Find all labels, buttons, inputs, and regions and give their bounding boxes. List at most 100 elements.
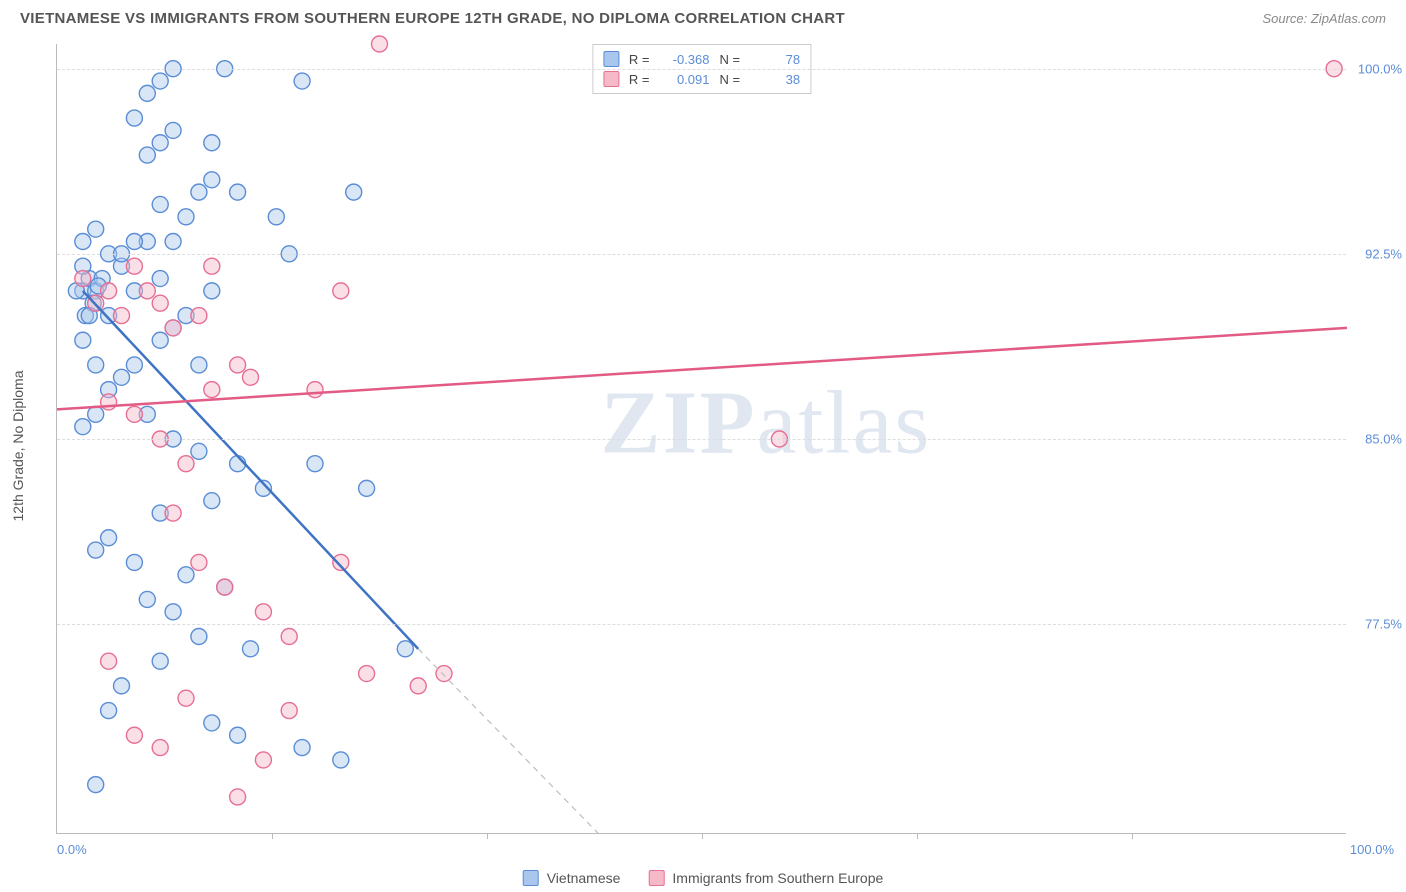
data-point-pink	[230, 789, 246, 805]
data-point-blue	[204, 283, 220, 299]
data-point-blue	[139, 591, 155, 607]
data-point-blue	[75, 419, 91, 435]
x-tick	[702, 833, 703, 839]
data-point-blue	[230, 184, 246, 200]
data-point-blue	[191, 629, 207, 645]
bottom-legend: Vietnamese Immigrants from Southern Euro…	[523, 870, 884, 886]
data-point-blue	[88, 221, 104, 237]
data-point-pink	[217, 579, 233, 595]
r-label: R =	[629, 72, 650, 87]
swatch-pink	[603, 71, 619, 87]
data-point-blue	[294, 73, 310, 89]
data-point-blue	[230, 727, 246, 743]
data-point-pink	[281, 629, 297, 645]
swatch-blue	[523, 870, 539, 886]
data-point-pink	[178, 690, 194, 706]
data-point-pink	[191, 554, 207, 570]
x-tick	[487, 833, 488, 839]
x-tick	[917, 833, 918, 839]
swatch-blue	[603, 51, 619, 67]
data-point-blue	[139, 85, 155, 101]
data-point-pink	[255, 604, 271, 620]
data-point-pink	[75, 271, 91, 287]
data-point-pink	[114, 308, 130, 324]
stats-row-blue: R = -0.368 N = 78	[603, 49, 800, 69]
data-point-pink	[178, 456, 194, 472]
data-point-blue	[165, 122, 181, 138]
y-tick-label: 85.0%	[1365, 432, 1402, 447]
data-point-blue	[126, 234, 142, 250]
gridline	[57, 439, 1346, 440]
data-point-blue	[204, 172, 220, 188]
r-value-pink: 0.091	[660, 72, 710, 87]
data-point-pink	[165, 505, 181, 521]
gridline	[57, 624, 1346, 625]
data-point-pink	[307, 382, 323, 398]
data-point-blue	[243, 641, 259, 657]
data-point-blue	[152, 653, 168, 669]
data-point-blue	[139, 147, 155, 163]
data-point-pink	[101, 653, 117, 669]
data-point-blue	[165, 234, 181, 250]
data-point-pink	[152, 295, 168, 311]
data-point-blue	[307, 456, 323, 472]
data-point-pink	[204, 258, 220, 274]
data-point-pink	[372, 36, 388, 52]
data-point-blue	[165, 604, 181, 620]
data-point-pink	[101, 283, 117, 299]
data-point-blue	[101, 530, 117, 546]
data-point-pink	[191, 308, 207, 324]
data-point-blue	[152, 332, 168, 348]
data-point-blue	[88, 357, 104, 373]
n-value-pink: 38	[750, 72, 800, 87]
r-label: R =	[629, 52, 650, 67]
legend-item-immigrants: Immigrants from Southern Europe	[648, 870, 883, 886]
data-point-pink	[255, 752, 271, 768]
data-point-blue	[359, 480, 375, 496]
data-point-blue	[126, 110, 142, 126]
data-point-blue	[191, 357, 207, 373]
data-point-blue	[294, 740, 310, 756]
data-point-pink	[126, 406, 142, 422]
data-point-pink	[281, 703, 297, 719]
data-point-pink	[165, 320, 181, 336]
n-value-blue: 78	[750, 52, 800, 67]
y-tick-label: 77.5%	[1365, 617, 1402, 632]
data-point-blue	[191, 184, 207, 200]
x-min-label: 0.0%	[57, 842, 87, 857]
legend-label-immigrants: Immigrants from Southern Europe	[672, 870, 883, 886]
chart-title: VIETNAMESE VS IMMIGRANTS FROM SOUTHERN E…	[20, 10, 845, 27]
data-point-pink	[359, 666, 375, 682]
data-point-blue	[152, 73, 168, 89]
data-point-blue	[191, 443, 207, 459]
y-axis-title: 12th Grade, No Diploma	[10, 371, 26, 522]
stats-row-pink: R = 0.091 N = 38	[603, 69, 800, 89]
x-tick	[272, 833, 273, 839]
trend-line-blue	[83, 291, 418, 649]
data-point-blue	[101, 703, 117, 719]
data-point-blue	[75, 234, 91, 250]
legend-label-vietnamese: Vietnamese	[547, 870, 621, 886]
data-point-blue	[114, 369, 130, 385]
data-point-blue	[88, 777, 104, 793]
data-point-pink	[204, 382, 220, 398]
data-point-pink	[126, 727, 142, 743]
n-label: N =	[720, 52, 741, 67]
data-point-pink	[436, 666, 452, 682]
data-point-blue	[333, 752, 349, 768]
n-label: N =	[720, 72, 741, 87]
data-point-pink	[333, 283, 349, 299]
data-point-blue	[126, 554, 142, 570]
gridline	[57, 69, 1346, 70]
data-point-pink	[243, 369, 259, 385]
data-point-blue	[152, 271, 168, 287]
data-point-blue	[114, 678, 130, 694]
legend-item-vietnamese: Vietnamese	[523, 870, 621, 886]
r-value-blue: -0.368	[660, 52, 710, 67]
data-point-blue	[397, 641, 413, 657]
trend-line-blue-dash	[418, 649, 599, 834]
data-point-pink	[152, 740, 168, 756]
data-point-pink	[139, 283, 155, 299]
data-point-pink	[126, 258, 142, 274]
data-point-blue	[126, 357, 142, 373]
